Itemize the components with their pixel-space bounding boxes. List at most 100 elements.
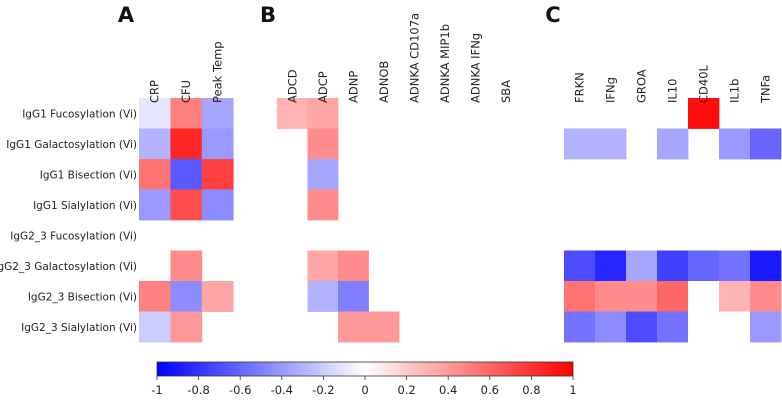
heatmap-cell: [750, 250, 782, 282]
heatmap-cell: [564, 281, 596, 312]
heatmap-cell: [338, 250, 369, 282]
heatmap-cell: [595, 281, 627, 312]
colorbar-tick-label: -0.4: [271, 383, 293, 397]
heatmap-cell: [750, 311, 782, 343]
row-label: IgG2_3 Galactosylation (Vi): [0, 261, 137, 273]
heatmap-cell: [201, 128, 234, 160]
heatmap-cell: [170, 159, 203, 190]
heatmap-cell: [338, 281, 369, 312]
heatmap-cell: [368, 311, 400, 343]
column-label: CRP: [148, 80, 162, 103]
column-label: ADNP: [346, 71, 360, 103]
row-label: IgG1 Galactosylation (Vi): [6, 139, 137, 151]
colorbar-tick-label: -1: [151, 383, 162, 397]
heatmap-cell: [626, 250, 658, 282]
column-label: ADNOB: [377, 61, 391, 103]
heatmap-cell: [201, 159, 234, 190]
heatmap-cell: [626, 281, 658, 312]
column-label: CD40L: [697, 64, 711, 103]
heatmap-cells: [139, 98, 782, 343]
heatmap-cell: [201, 189, 234, 221]
heatmap-cell: [657, 128, 689, 160]
heatmap-cell: [170, 128, 203, 160]
panel-label: C: [545, 3, 560, 27]
colorbar-tick-label: 0.4: [439, 383, 457, 397]
column-label: ADCD: [285, 69, 299, 103]
heatmap-cell: [307, 250, 339, 282]
row-label: IgG2_3 Bisection (Vi): [28, 291, 137, 303]
heatmap-cell: [139, 128, 171, 160]
heatmap-cell: [201, 98, 234, 129]
colorbar-gradient: [156, 361, 574, 377]
heatmap-cell: [719, 128, 751, 160]
heatmap-cell: [719, 250, 751, 282]
column-label: SBA: [499, 80, 513, 103]
row-label: IgG1 Bisection (Vi): [40, 169, 137, 181]
colorbar-tick-label: -0.6: [229, 383, 251, 397]
colorbar-tick-label: 0.6: [481, 383, 499, 397]
heatmap-cell: [170, 281, 203, 312]
row-label: IgG1 Fucosylation (Vi): [22, 108, 137, 120]
row-label: IgG2_3 Fucosylation (Vi): [10, 230, 137, 242]
column-label: IL10: [666, 79, 680, 103]
heatmap-cell: [595, 311, 627, 343]
heatmap-cell: [139, 189, 171, 221]
heatmap-cell: [688, 311, 720, 343]
heatmap-cell: [564, 311, 596, 343]
column-label: GROA: [635, 69, 649, 103]
heatmap-cell: [170, 98, 203, 129]
colorbar-tick-label: 0: [361, 383, 368, 397]
heatmap-cell: [688, 98, 720, 129]
colorbar-tick-label: 0.8: [522, 383, 540, 397]
row-label: IgG1 Sialylation (Vi): [33, 200, 137, 212]
heatmap-cell: [657, 281, 689, 312]
column-label: TNFa: [759, 75, 773, 104]
heatmap-cell: [564, 128, 596, 160]
heatmap-cell: [626, 311, 658, 343]
heatmap-cell: [595, 128, 627, 160]
heatmap-cell: [307, 98, 339, 129]
column-label: ADNKA CD107a: [407, 13, 421, 103]
column-label: FRKN: [573, 72, 587, 103]
column-label: ADNKA MIP1b: [438, 24, 452, 103]
colorbar-tick-label: 1: [569, 383, 576, 397]
colorbar-tick-label: -0.8: [187, 383, 209, 397]
heatmap-cell: [170, 311, 203, 343]
colorbar-tick-label: -0.2: [312, 383, 334, 397]
heatmap-cell: [719, 281, 751, 312]
heatmap-cell: [719, 311, 751, 343]
heatmap-cell: [170, 189, 203, 221]
heatmap-cell: [564, 250, 596, 282]
heatmap-cell: [595, 250, 627, 282]
column-label: CFU: [179, 80, 193, 103]
heatmap-cell: [688, 281, 720, 312]
column-label: IFNg: [604, 77, 618, 103]
heatmap-cell: [139, 281, 171, 312]
heatmap-cell: [201, 281, 234, 312]
heatmap-cell: [307, 128, 339, 160]
heatmap-cell: [139, 159, 171, 190]
colorbar-tick-label: 0.2: [397, 383, 415, 397]
column-labels: CRP CFU Peak Temp ADCD ADCP ADNP ADNOB ADNKA CD…: [148, 13, 773, 104]
heatmap-cell: [657, 250, 689, 282]
colorbar: -1 -0.8 -0.6 -0.4 -0.2 0 0.2 0.4 0.6 0.8 1: [151, 361, 577, 397]
heatmap-cell: [307, 159, 339, 190]
column-label: Peak Temp: [211, 41, 225, 103]
heatmap-cell: [307, 189, 339, 221]
heatmap-cell: [307, 281, 339, 312]
panel-labels: A B C: [118, 3, 561, 27]
heatmap-cell: [277, 98, 308, 129]
panel-label: A: [118, 3, 135, 27]
panel-label: B: [260, 3, 276, 27]
heatmap-cell: [688, 250, 720, 282]
row-labels: IgG1 Fucosylation (Vi) IgG1 Galactosylati…: [0, 108, 137, 334]
column-label: ADCP: [316, 71, 330, 103]
heatmap-cell: [170, 250, 203, 282]
heatmap-cell: [657, 311, 689, 343]
row-label: IgG2_3 Sialylation (Vi): [21, 322, 137, 334]
heatmap-cell: [338, 311, 369, 343]
heatmap-cell: [139, 98, 171, 129]
heatmap-cell: [139, 311, 171, 343]
heatmap-cell: [750, 128, 782, 160]
